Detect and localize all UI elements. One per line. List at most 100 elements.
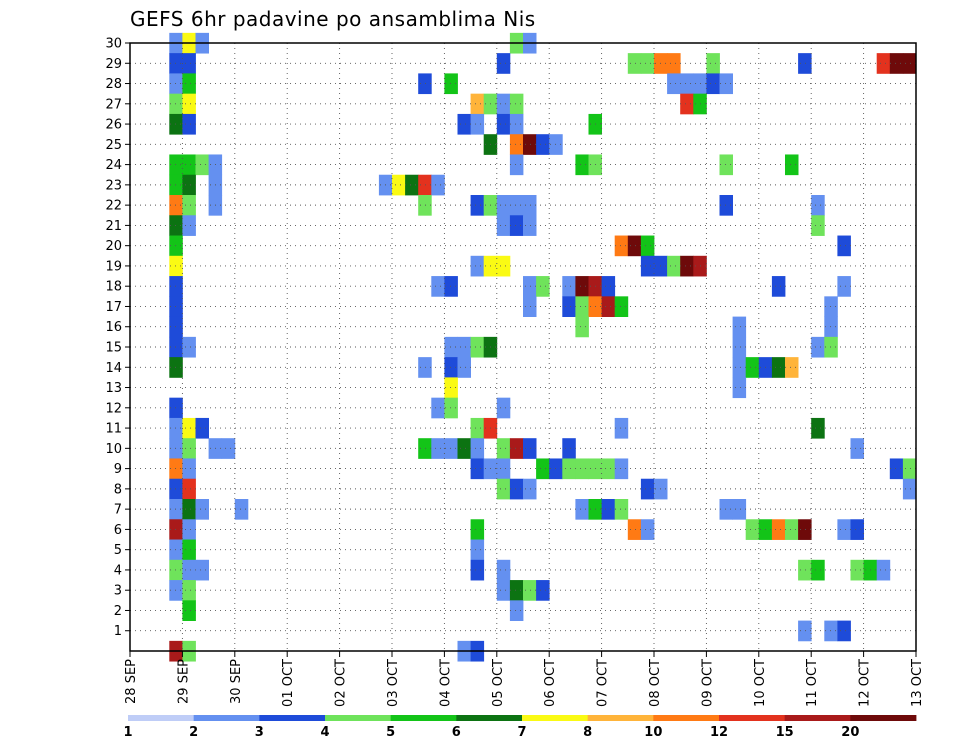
heatmap-cell — [614, 499, 629, 520]
heatmap-cell — [169, 478, 183, 500]
heatmap-cell — [876, 559, 891, 581]
heatmap-cell — [601, 458, 616, 480]
heatmap-cell — [444, 336, 458, 358]
heatmap-cell — [169, 93, 183, 115]
colorbar-segment — [390, 715, 457, 721]
grid-lines — [130, 43, 916, 651]
heatmap-cell — [182, 478, 196, 500]
y-tick-label: 3 — [114, 584, 122, 599]
heatmap-cell — [667, 53, 681, 74]
heatmap-cell — [562, 438, 576, 459]
heatmap-cell — [431, 276, 445, 297]
heatmap-cell — [182, 438, 196, 459]
heatmap-cell — [509, 600, 524, 621]
colorbar-label: 6 — [452, 725, 461, 740]
heatmap-cell — [798, 620, 812, 642]
y-tick-label: 8 — [114, 482, 122, 497]
y-tick-label: 21 — [105, 219, 122, 234]
colorbar-segment — [325, 715, 392, 721]
heatmap-cell — [182, 93, 196, 115]
heatmap-cell — [640, 478, 655, 500]
colorbar-label: 3 — [255, 725, 264, 740]
y-tick-label: 5 — [114, 543, 122, 558]
heatmap-cell — [719, 195, 733, 216]
heatmap-cell — [470, 195, 485, 216]
heatmap-cell — [745, 519, 760, 540]
heatmap-cell — [169, 580, 183, 601]
heatmap-cell — [824, 620, 838, 642]
x-tick-label: 09 OCT — [700, 659, 715, 707]
heatmap-cell — [169, 438, 183, 459]
y-tick-label: 18 — [105, 280, 122, 295]
heatmap-cell — [811, 215, 825, 236]
x-tick-label: 03 OCT — [386, 659, 401, 707]
colorbar-label: 1 — [123, 725, 132, 740]
heatmap-cell — [431, 174, 445, 196]
heatmap-cell — [470, 255, 485, 277]
heatmap-cell — [640, 53, 655, 74]
heatmap-cell — [509, 478, 524, 500]
heatmap-cell — [418, 195, 432, 216]
heatmap-cell — [785, 357, 799, 378]
heatmap-cell — [182, 539, 196, 561]
heatmap-cell — [902, 478, 917, 500]
heatmap-cell — [169, 73, 183, 95]
heatmap-cell — [221, 438, 236, 459]
y-tick-label: 16 — [105, 320, 122, 335]
heatmap-cell — [575, 276, 589, 297]
heatmap-cell — [640, 519, 655, 540]
heatmap-cell — [509, 195, 524, 216]
heatmap-cell — [169, 53, 183, 74]
heatmap-cell — [523, 215, 537, 236]
y-tick-label: 22 — [105, 199, 122, 214]
heatmap-cell — [889, 53, 904, 74]
heatmap-cell — [601, 499, 616, 520]
heatmap-cell — [562, 296, 576, 317]
colorbar-label: 7 — [517, 725, 526, 740]
x-tick-label: 30 SEP — [229, 659, 244, 704]
y-tick-label: 30 — [105, 37, 122, 52]
colorbar-label: 2 — [189, 725, 198, 740]
heatmap-cell — [837, 235, 851, 257]
heatmap-cell — [169, 296, 183, 317]
y-tick-label: 15 — [105, 341, 122, 356]
heatmap-cell — [509, 215, 524, 236]
heatmap-cell — [824, 336, 838, 358]
colorbar-segment — [259, 715, 326, 721]
heatmap-cell — [575, 154, 589, 176]
y-tick-label: 11 — [105, 422, 122, 437]
heatmap-cell — [509, 154, 524, 176]
colorbar-segment — [850, 715, 917, 721]
heatmap-cell — [745, 357, 760, 378]
x-tick-label: 01 OCT — [281, 659, 296, 707]
heatmap-cell — [182, 600, 196, 621]
heatmap-cell — [798, 519, 812, 540]
heatmap-cell — [182, 53, 196, 74]
heatmap-cell — [509, 134, 524, 155]
x-tick-label: 06 OCT — [543, 659, 558, 707]
heatmap-cell — [182, 215, 196, 236]
heatmap-cell — [771, 519, 786, 540]
heatmap-cell — [850, 438, 864, 459]
heatmap-cell — [562, 276, 576, 297]
colorbar-segment — [128, 715, 195, 721]
heatmap-cell — [732, 336, 747, 358]
heatmap-cell — [457, 113, 471, 135]
heatmap-cell — [575, 316, 589, 338]
heatmap-cell — [470, 519, 485, 540]
colorbar-segment — [522, 715, 589, 721]
heatmap-cell — [824, 316, 838, 338]
heatmap-cell — [562, 458, 576, 480]
heatmap-cell — [182, 559, 196, 581]
colorbar-label: 5 — [386, 725, 395, 740]
heatmap-cell — [169, 336, 183, 358]
heatmap-cell — [169, 215, 183, 236]
heatmap-cell — [431, 438, 445, 459]
heatmap-cell — [627, 235, 642, 257]
colorbar-segment — [587, 715, 654, 721]
heatmap-cell — [418, 438, 432, 459]
heatmap-cell — [536, 580, 550, 601]
heatmap-cell — [523, 296, 537, 317]
heatmap-cell — [496, 53, 511, 74]
heatmap-cell — [575, 499, 589, 520]
